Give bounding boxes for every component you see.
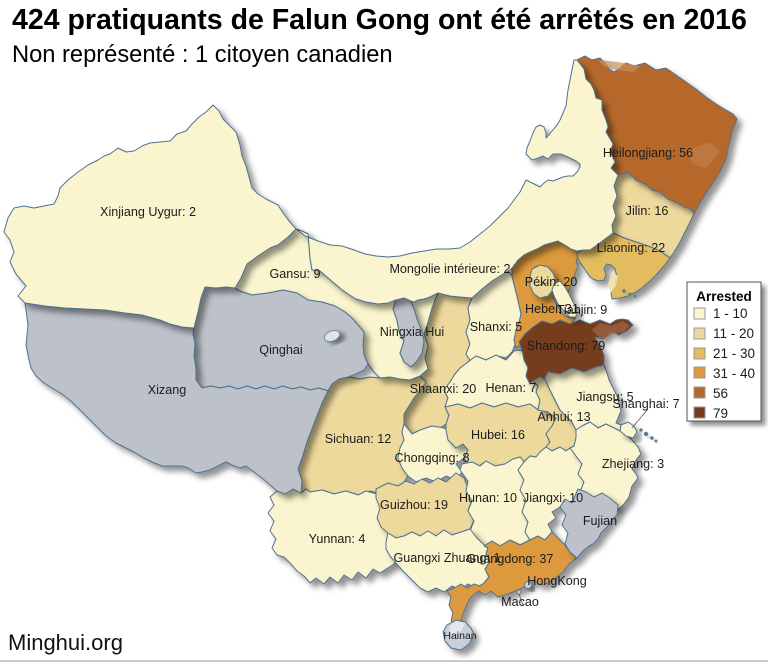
svg-text:Guizhou: 19: Guizhou: 19 bbox=[380, 498, 448, 512]
svg-text:Sichuan: 12: Sichuan: 12 bbox=[325, 432, 392, 446]
svg-text:Yunnan: 4: Yunnan: 4 bbox=[309, 532, 366, 546]
svg-text:Shandong: 79: Shandong: 79 bbox=[527, 339, 605, 353]
svg-text:Tianjin: 9: Tianjin: 9 bbox=[557, 303, 608, 317]
svg-text:Jiangsu: 5: Jiangsu: 5 bbox=[576, 390, 633, 404]
svg-text:Henan: 7: Henan: 7 bbox=[485, 381, 536, 395]
svg-text:79: 79 bbox=[713, 406, 728, 421]
svg-text:Hebei: 31: Hebei: 31 bbox=[525, 302, 579, 316]
svg-text:Arrested: Arrested bbox=[696, 289, 752, 304]
svg-text:Pékin: 20: Pékin: 20 bbox=[525, 275, 578, 289]
svg-text:Xinjiang Uygur: 2: Xinjiang Uygur: 2 bbox=[100, 205, 196, 219]
svg-text:Heilongjiang: 56: Heilongjiang: 56 bbox=[603, 146, 693, 160]
svg-text:Anhui: 13: Anhui: 13 bbox=[537, 410, 590, 424]
svg-text:Zhejiang: 3: Zhejiang: 3 bbox=[602, 457, 664, 471]
svg-text:Guangdong: 37: Guangdong: 37 bbox=[467, 552, 554, 566]
svg-text:Macao: Macao bbox=[501, 595, 539, 609]
svg-text:11 - 20: 11 - 20 bbox=[713, 326, 754, 341]
svg-text:21 - 30: 21 - 30 bbox=[713, 346, 755, 361]
svg-text:Liaoning: 22: Liaoning: 22 bbox=[597, 241, 666, 255]
svg-text:HongKong: HongKong bbox=[527, 574, 587, 588]
svg-text:31 - 40: 31 - 40 bbox=[713, 366, 755, 381]
svg-text:Fujian: Fujian bbox=[583, 514, 617, 528]
svg-text:Hunan: 10: Hunan: 10 bbox=[459, 491, 517, 505]
svg-text:Hubei: 16: Hubei: 16 bbox=[471, 428, 525, 442]
svg-text:Jilin: 16: Jilin: 16 bbox=[626, 204, 669, 218]
svg-text:Shanxi: 5: Shanxi: 5 bbox=[470, 320, 523, 334]
svg-text:56: 56 bbox=[713, 386, 728, 401]
svg-text:Chongqing: 8: Chongqing: 8 bbox=[395, 451, 470, 465]
svg-text:Ningxia Hui: Ningxia Hui bbox=[380, 325, 444, 339]
svg-text:1 - 10: 1 - 10 bbox=[713, 306, 748, 321]
svg-text:Hainan: Hainan bbox=[443, 630, 476, 642]
svg-text:Guangxi Zhuang: 1: Guangxi Zhuang: 1 bbox=[393, 551, 500, 565]
svg-text:Gansu: 9: Gansu: 9 bbox=[269, 267, 320, 281]
svg-text:Shaanxi: 20: Shaanxi: 20 bbox=[410, 382, 477, 396]
svg-text:Xizang: Xizang bbox=[148, 383, 187, 397]
svg-text:Shanghai: 7: Shanghai: 7 bbox=[612, 397, 679, 411]
svg-text:Mongolie intérieure: 2: Mongolie intérieure: 2 bbox=[389, 262, 510, 276]
svg-text:Qinghai: Qinghai bbox=[259, 343, 302, 357]
svg-text:Jiangxi: 10: Jiangxi: 10 bbox=[523, 491, 583, 505]
